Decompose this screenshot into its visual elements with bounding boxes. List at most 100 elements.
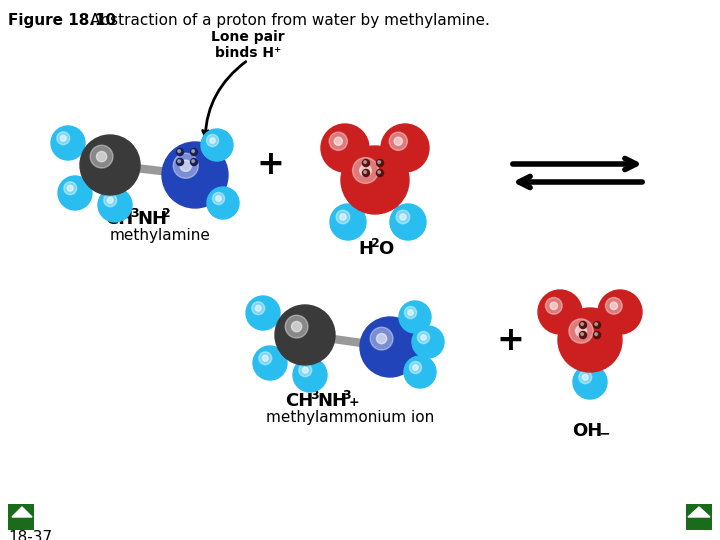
Text: Abstraction of a proton from water by methylamine.: Abstraction of a proton from water by me… [90,13,490,28]
Circle shape [405,306,417,319]
Circle shape [58,176,92,210]
Circle shape [256,305,261,311]
Circle shape [334,137,343,145]
Circle shape [340,214,346,220]
Circle shape [252,302,265,315]
Circle shape [292,321,302,332]
Text: +: + [256,148,284,181]
Circle shape [329,132,347,151]
Circle shape [104,194,117,207]
Circle shape [413,365,418,370]
Circle shape [246,296,280,330]
Circle shape [593,332,600,339]
Circle shape [302,367,308,373]
Circle shape [581,333,583,335]
Circle shape [362,159,369,166]
Circle shape [176,148,184,156]
Circle shape [107,197,113,203]
Circle shape [191,148,197,156]
FancyBboxPatch shape [8,504,34,530]
Circle shape [216,196,221,201]
Circle shape [593,321,600,328]
Circle shape [418,332,430,343]
Circle shape [400,214,406,220]
Circle shape [410,361,422,374]
Circle shape [336,210,350,224]
Circle shape [253,346,287,380]
Circle shape [582,374,588,380]
Circle shape [180,160,192,171]
Circle shape [162,142,228,208]
Circle shape [191,159,197,165]
Circle shape [64,182,77,195]
Text: OH: OH [572,422,602,440]
Text: methylamine: methylamine [110,228,211,243]
Circle shape [573,365,607,399]
Circle shape [364,171,366,173]
Circle shape [275,305,335,365]
Circle shape [176,159,184,165]
Text: methylammonium ion: methylammonium ion [266,410,434,425]
Polygon shape [12,507,32,517]
Text: +: + [496,323,524,356]
Circle shape [330,204,366,240]
Circle shape [606,298,622,314]
Circle shape [80,135,140,195]
Circle shape [262,355,268,361]
Circle shape [192,150,194,152]
Circle shape [538,290,582,334]
Text: 3: 3 [310,389,319,402]
Circle shape [558,308,622,372]
Circle shape [408,310,413,315]
Circle shape [378,161,381,164]
Circle shape [210,138,215,143]
Circle shape [404,356,436,388]
Circle shape [353,158,379,184]
Text: CH: CH [105,210,133,228]
Circle shape [178,160,181,163]
FancyBboxPatch shape [686,504,712,530]
Circle shape [569,319,593,343]
Circle shape [96,151,107,162]
Circle shape [90,145,113,168]
Circle shape [377,170,384,177]
Text: 2: 2 [162,207,171,220]
Circle shape [192,160,194,163]
Text: Figure 18.10: Figure 18.10 [8,13,116,28]
Circle shape [98,188,132,222]
Circle shape [57,132,70,145]
Circle shape [610,302,618,309]
Circle shape [258,352,271,365]
Text: H: H [358,240,373,258]
Circle shape [378,171,381,173]
Text: 3: 3 [130,207,139,220]
Circle shape [394,137,402,145]
Circle shape [370,327,393,350]
Circle shape [207,134,219,146]
Circle shape [60,136,66,141]
Circle shape [174,153,198,178]
Text: +: + [349,396,359,409]
Text: 2: 2 [371,237,379,250]
Circle shape [212,192,225,205]
Circle shape [299,364,312,377]
Text: 3: 3 [342,389,351,402]
Text: −: − [599,426,611,440]
Circle shape [364,161,366,164]
Text: NH: NH [317,392,347,410]
Circle shape [598,290,642,334]
Circle shape [399,301,431,333]
Circle shape [420,335,426,340]
Text: Lone pair
binds H⁺: Lone pair binds H⁺ [211,30,285,60]
Circle shape [546,298,562,314]
Circle shape [207,187,239,219]
Text: 18-37: 18-37 [8,530,52,540]
Circle shape [293,358,327,392]
Polygon shape [688,507,710,517]
Circle shape [51,126,85,160]
Circle shape [201,129,233,161]
Circle shape [579,371,592,384]
Circle shape [285,315,308,338]
Circle shape [377,159,384,166]
Circle shape [575,326,587,336]
